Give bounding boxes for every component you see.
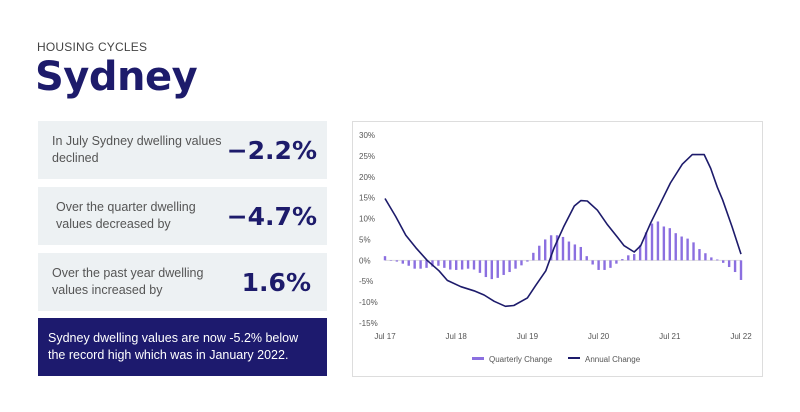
quarterly-bar: [431, 260, 434, 267]
quarterly-bar: [472, 260, 476, 270]
annual-change-line: [384, 153, 742, 308]
quarterly-bar: [662, 226, 666, 261]
x-tick-label: Jul 22: [730, 332, 752, 341]
quarterly-bar: [609, 260, 612, 268]
quarterly-bar: [413, 260, 416, 269]
quarterly-bar: [650, 223, 654, 261]
quarterly-bar: [478, 260, 482, 273]
quarterly-bar: [490, 260, 493, 280]
quarterly-bar: [389, 260, 393, 261]
y-tick-label: 15%: [359, 194, 375, 203]
page-title: Sydney: [35, 54, 198, 100]
quarterly-bar: [532, 252, 535, 261]
quarterly-bar: [621, 259, 624, 261]
y-tick-label: -5%: [359, 277, 373, 286]
legend-swatch-quarterly: [472, 357, 484, 360]
y-tick-label: -10%: [359, 298, 378, 307]
quarterly-bar: [644, 232, 648, 261]
y-tick-label: -15%: [359, 319, 378, 328]
stat-value: −4.7%: [226, 201, 317, 231]
quarterly-bar: [555, 235, 559, 261]
stat-card-annual: Over the past year dwelling values incre…: [38, 253, 327, 311]
chart-panel: 30% 25% 20% 15% 10% 5% 0% -5% -10% -15% Jul 17 Jul …: [352, 121, 763, 377]
quarterly-bar: [716, 259, 719, 261]
stat-card-quarterly: Over the quarter dwelling values decreas…: [38, 187, 327, 245]
quarterly-bar: [674, 233, 677, 261]
quarterly-bar: [656, 221, 660, 261]
quarterly-bar: [449, 260, 452, 270]
quarterly-bar: [692, 242, 695, 261]
quarterly-bar: [538, 245, 541, 261]
record-high-note: Sydney dwelling values are now -5.2% bel…: [38, 318, 327, 376]
quarterly-bar: [615, 260, 618, 264]
quarterly-bar: [526, 260, 529, 262]
quarterly-bar: [401, 260, 404, 264]
quarterly-bar: [668, 228, 671, 261]
quarterly-bar: [549, 235, 553, 261]
legend-swatch-annual: [568, 357, 580, 359]
quarterly-bar: [573, 244, 577, 261]
y-tick-label: 20%: [359, 173, 375, 182]
x-tick-label: Jul 21: [659, 332, 681, 341]
quarterly-bar: [567, 241, 571, 261]
quarterly-bar: [407, 260, 410, 266]
quarterly-bar: [443, 260, 446, 268]
quarterly-bar: [419, 260, 422, 269]
quarterly-bar: [680, 236, 683, 261]
quarterly-bar: [579, 246, 582, 261]
stat-value: −2.2%: [226, 135, 317, 165]
quarterly-bar: [395, 260, 399, 262]
stat-text: Over the quarter dwelling values decreas…: [56, 200, 196, 231]
quarterly-bar: [508, 260, 511, 273]
quarterly-bar: [627, 255, 630, 261]
quarterly-bar: [686, 238, 689, 261]
quarterly-bar: [585, 256, 588, 261]
y-tick-label: 0%: [359, 256, 371, 265]
quarterly-bar: [698, 249, 701, 261]
quarterly-bar: [502, 260, 505, 275]
y-tick-label: 30%: [359, 131, 375, 140]
quarterly-bar: [739, 260, 743, 280]
quarterly-bar: [460, 260, 464, 270]
quarterly-bar: [722, 260, 725, 263]
quarterly-bar: [466, 260, 470, 269]
quarterly-bar: [561, 236, 565, 261]
quarterly-bar: [597, 260, 600, 270]
quarterly-bar: [383, 256, 387, 261]
y-tick-label: 5%: [359, 235, 371, 244]
legend-label-quarterly: Quarterly Change: [489, 355, 553, 364]
x-tick-label: Jul 17: [374, 332, 396, 341]
quarterly-bar: [727, 260, 731, 268]
quarterly-bar: [544, 239, 547, 261]
legend-label-annual: Annual Change: [585, 355, 641, 364]
stat-text: Over the past year dwelling values incre…: [52, 266, 204, 297]
x-tick-label: Jul 20: [588, 332, 610, 341]
quarterly-bar: [425, 260, 428, 268]
stat-value: 1.6%: [241, 267, 311, 297]
quarterly-bar: [633, 254, 636, 261]
x-tick-label: Jul 19: [517, 332, 539, 341]
quarterly-bar: [455, 260, 458, 270]
section-kicker: HOUSING CYCLES: [37, 40, 148, 54]
quarterly-bar: [437, 260, 440, 266]
quarterly-bar: [733, 260, 737, 273]
quarterly-bar: [603, 260, 606, 270]
quarterly-bar: [710, 257, 713, 261]
quarterly-bar: [591, 260, 594, 265]
quarterly-bar: [514, 260, 517, 269]
housing-cycle-chart: 30% 25% 20% 15% 10% 5% 0% -5% -10% -15% Jul 17 Jul …: [359, 131, 752, 364]
quarterly-bar: [496, 260, 499, 278]
quarterly-bar: [704, 253, 707, 261]
quarterly-bar: [638, 245, 642, 261]
y-tick-label: 25%: [359, 152, 375, 161]
quarterly-bar: [520, 260, 523, 266]
stat-text: In July Sydney dwelling values declined: [52, 134, 222, 165]
y-tick-label: 10%: [359, 215, 375, 224]
stat-card-monthly: In July Sydney dwelling values declined …: [38, 121, 327, 179]
x-tick-label: Jul 18: [446, 332, 468, 341]
quarterly-bar: [484, 260, 488, 278]
